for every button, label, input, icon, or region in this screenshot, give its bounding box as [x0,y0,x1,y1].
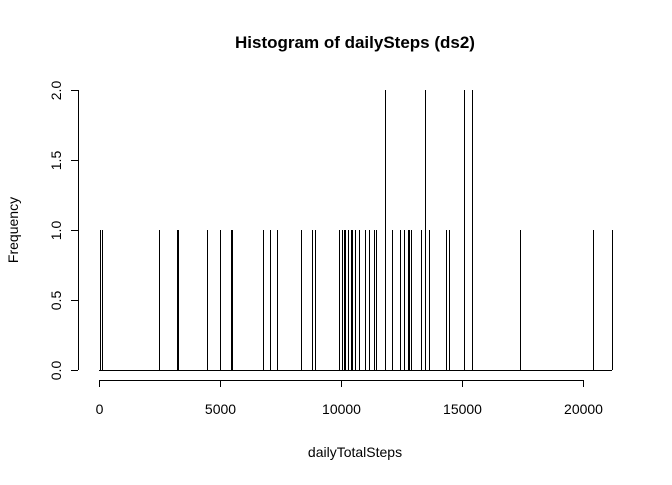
histogram-bars [99,90,613,371]
x-tick-label: 0 [96,401,104,417]
y-tick-label: 0.0 [48,361,64,381]
y-tick-label: 0.5 [48,291,64,311]
x-tick-label: 10000 [322,401,361,417]
x-tick-label: 15000 [443,401,482,417]
chart-title: Histogram of dailySteps (ds2) [235,33,475,52]
x-tick-label: 20000 [564,401,603,417]
x-axis-label: dailyTotalSteps [308,444,402,460]
y-tick-label: 2.0 [48,81,64,101]
y-tick-label: 1.5 [48,151,64,171]
x-tick-label: 5000 [205,401,236,417]
x-axis: 0 5000 10000 15000 20000 [96,380,603,417]
y-axis: 0.0 0.5 1.0 1.5 2.0 [48,81,79,381]
y-tick-label: 1.0 [48,221,64,241]
y-axis-label: Frequency [5,197,21,263]
